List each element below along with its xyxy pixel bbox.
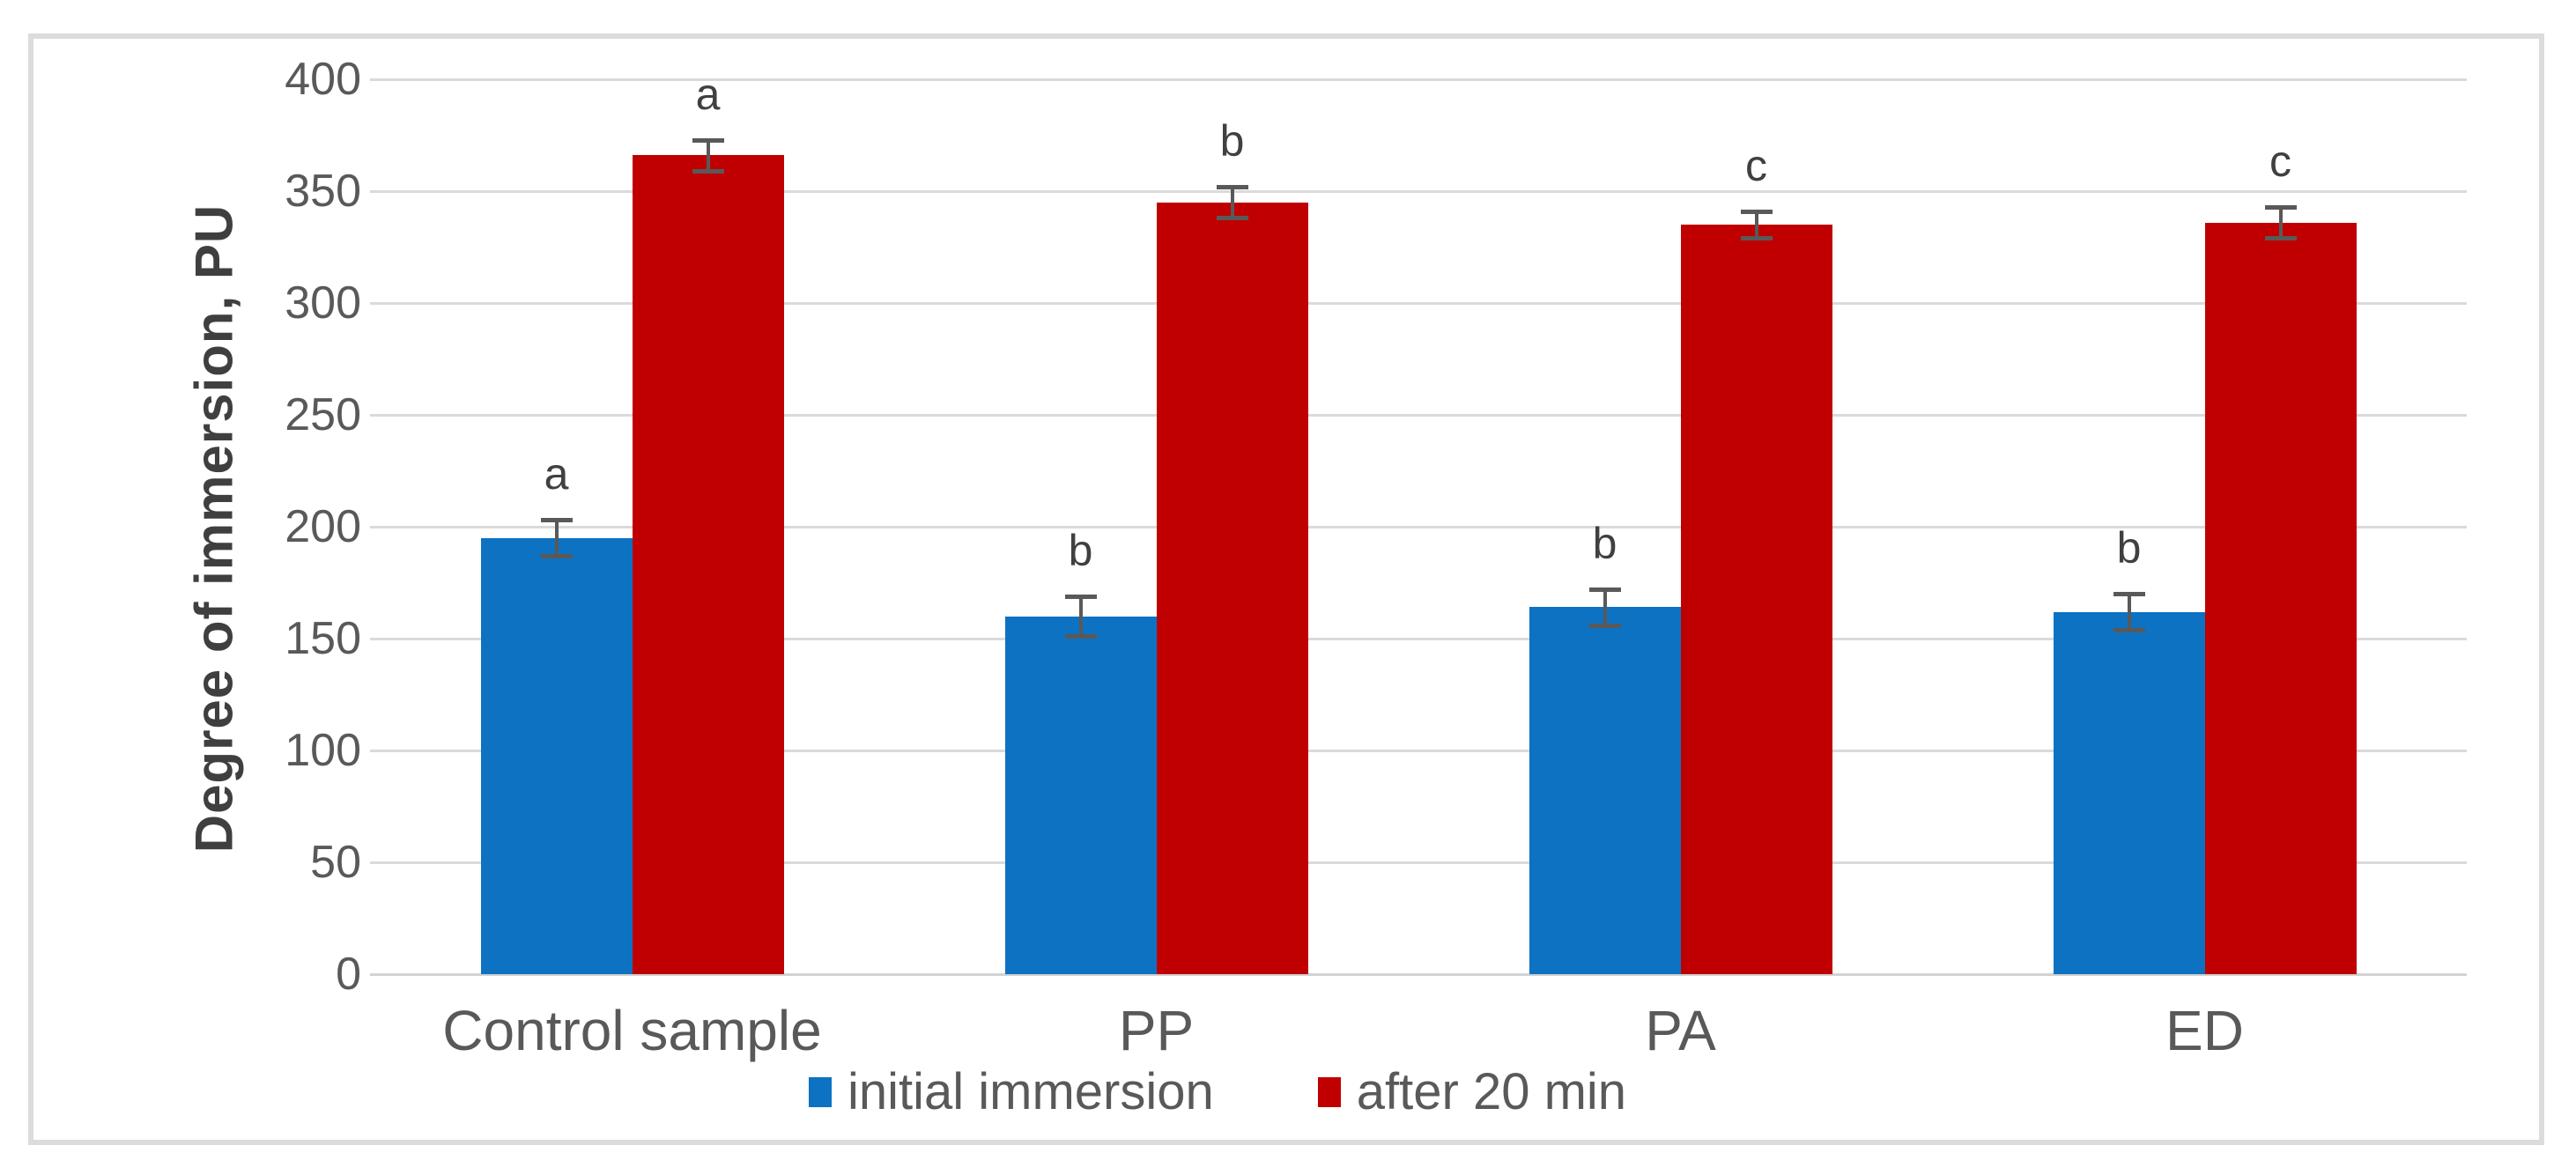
error-bar-top-cap (1588, 588, 1621, 593)
error-bar-line (2278, 206, 2283, 239)
gridline-150 (370, 637, 2467, 640)
legend-swatch-blue-icon (809, 1077, 832, 1107)
significance-letter-a: a (695, 69, 721, 119)
y-tick-label-50: 50 (310, 837, 361, 888)
error-bar-top-cap (2264, 204, 2297, 210)
error-bar-top-cap (1216, 184, 1248, 189)
bar-initial-1 (480, 537, 633, 974)
y-tick-label-250: 250 (285, 389, 361, 440)
error-bar-bottom-cap (540, 554, 573, 559)
bar-initial-2 (1004, 616, 1157, 974)
legend-item-after-20-min: after 20 min (1317, 1063, 1627, 1120)
bar-initial-4 (2053, 611, 2205, 974)
error-bar-bottom-cap (2264, 236, 2297, 241)
bar-after20-2 (1156, 202, 1308, 974)
error-bar-line (706, 139, 710, 172)
error-bar-bottom-cap (2113, 627, 2145, 632)
y-tick-label-300: 300 (285, 277, 361, 329)
bar-after20-3 (1680, 225, 1832, 974)
y-tick-label-100: 100 (285, 725, 361, 776)
error-bar-top-cap (540, 518, 573, 523)
x-category-label-2: PP (1118, 999, 1195, 1062)
gridline-200 (370, 525, 2467, 528)
error-bar-top-cap (1740, 209, 1773, 214)
y-tick-label-0: 0 (336, 949, 361, 1000)
legend-item-initial-immersion: initial immersion (809, 1066, 1214, 1119)
significance-letter-c: c (2269, 136, 2291, 186)
significance-letter-b: b (1068, 525, 1093, 575)
bar-initial-3 (1529, 607, 1681, 974)
x-category-label-1: Control sample (442, 999, 822, 1062)
x-category-label-3: PA (1645, 999, 1716, 1062)
error-bar-top-cap (2113, 592, 2145, 597)
significance-letter-a: a (544, 449, 569, 499)
error-bar-line (1230, 186, 1234, 218)
gridline-100 (370, 749, 2467, 752)
gridline-250 (370, 413, 2467, 417)
significance-letter-c: c (1745, 140, 1767, 190)
significance-letter-b: b (1592, 519, 1617, 569)
y-tick-label-150: 150 (285, 613, 361, 664)
legend-label-initial-immersion: initial immersion (848, 1063, 1214, 1120)
y-tick-label-200: 200 (285, 501, 361, 552)
y-tick-label-350: 350 (285, 166, 361, 217)
gridline-50 (370, 861, 2467, 864)
bar-after20-4 (2204, 222, 2357, 974)
legend: initial immersion after 20 min (809, 1066, 1626, 1119)
x-axis-line (370, 972, 2467, 976)
error-bar-bottom-cap (692, 169, 724, 174)
error-bar-bottom-cap (1588, 623, 1621, 628)
x-category-label-4: ED (2165, 999, 2244, 1062)
error-bar-top-cap (1064, 594, 1097, 599)
gridline-350 (370, 189, 2467, 193)
legend-label-after-20-min: after 20 min (1356, 1063, 1627, 1120)
error-bar-line (1603, 589, 1607, 625)
error-bar-line (1754, 211, 1758, 239)
gridline-400 (370, 78, 2467, 81)
error-bar-bottom-cap (1064, 634, 1097, 639)
bar-after20-1 (632, 155, 784, 974)
legend-swatch-red-icon (1317, 1077, 1341, 1107)
error-bar-bottom-cap (1216, 216, 1248, 221)
error-bar-top-cap (692, 137, 724, 143)
error-bar-bottom-cap (1740, 236, 1773, 241)
significance-letter-b: b (1219, 115, 1245, 166)
gridline-300 (370, 301, 2467, 305)
y-tick-label-400: 400 (285, 54, 361, 105)
error-bar-line (554, 520, 559, 556)
significance-letter-b: b (2116, 523, 2142, 573)
error-bar-line (1078, 595, 1083, 637)
error-bar-line (2127, 594, 2131, 630)
